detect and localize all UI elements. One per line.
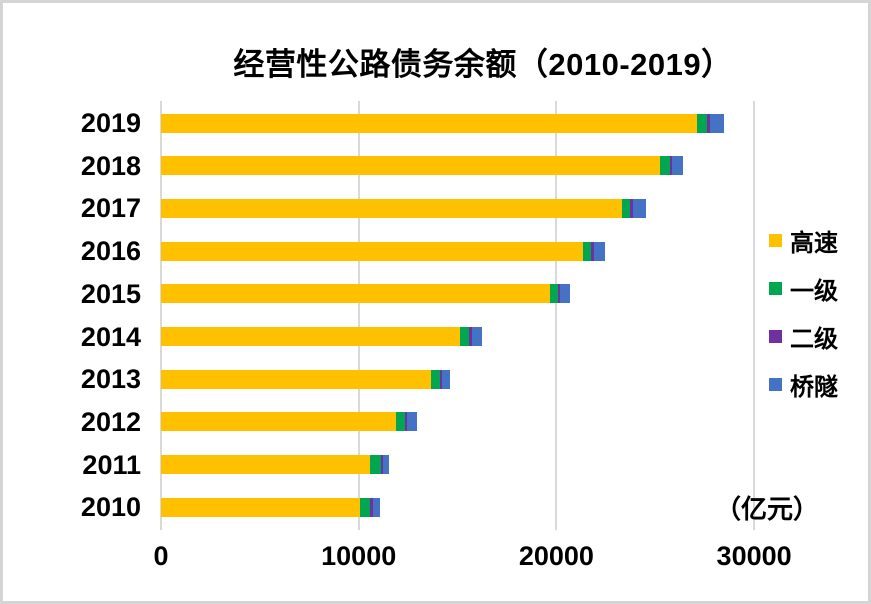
gridline-x-0 — [160, 101, 162, 523]
legend-item-桥隧: 桥隧 — [769, 370, 838, 401]
legend-swatch-icon — [769, 281, 782, 295]
bar-segment-高速 — [161, 412, 397, 432]
bar-row-2019 — [161, 113, 725, 133]
x-tick-mark — [753, 523, 756, 530]
bar-segment-高速 — [161, 113, 698, 133]
legend-item-二级: 二级 — [769, 322, 838, 353]
y-axis-label-2010: 2010 — [80, 492, 141, 523]
bar-segment-二级 — [707, 113, 710, 133]
bar-segment-二级 — [591, 241, 595, 261]
legend-swatch-icon — [769, 377, 782, 391]
bar-row-2010 — [161, 497, 381, 517]
legend-swatch-icon — [769, 329, 782, 343]
bar-segment-二级 — [404, 412, 408, 432]
axis-unit-label: （亿元） — [715, 494, 820, 524]
bar-row-2013 — [161, 369, 451, 389]
y-axis-label-2019: 2019 — [80, 108, 141, 138]
bar-segment-高速 — [161, 156, 661, 176]
legend-label: 一级 — [790, 277, 838, 305]
bar-row-2012 — [161, 412, 417, 432]
x-axis-tick-label: 10000 — [321, 541, 397, 571]
bar-segment-二级 — [670, 156, 673, 176]
bar-segment-二级 — [469, 327, 472, 346]
bar-segment-高速 — [161, 455, 370, 475]
bar-segment-一级 — [697, 113, 708, 133]
bar-row-2018 — [161, 156, 684, 176]
bar-row-2017 — [161, 198, 647, 218]
legend-label: 二级 — [790, 325, 838, 353]
bar-segment-高速 — [161, 497, 360, 517]
x-axis-tick-label: 20000 — [518, 541, 594, 571]
bar-row-2011 — [161, 455, 389, 475]
bar-segment-高速 — [161, 284, 550, 304]
chart-title: 经营性公路债务余额（2010-2019） — [233, 47, 733, 82]
bar-segment-二级 — [630, 198, 634, 218]
bar-segment-一级 — [583, 241, 592, 261]
bar-segment-桥隧 — [407, 412, 417, 432]
bar-segment-桥隧 — [672, 156, 684, 176]
bar-segment-二级 — [558, 284, 560, 304]
bar-segment-二级 — [440, 369, 443, 389]
bar-segment-桥隧 — [559, 284, 571, 304]
y-axis-label-2016: 2016 — [80, 236, 141, 267]
gridline-x-30000 — [753, 101, 756, 523]
bar-row-2015 — [161, 284, 571, 304]
bar-segment-二级 — [369, 497, 373, 517]
y-axis-label-2018: 2018 — [80, 150, 141, 181]
gridline-x-20000 — [555, 101, 558, 523]
bar-segment-一级 — [660, 156, 671, 176]
x-tick-mark — [160, 523, 162, 530]
bar-row-2014 — [161, 327, 483, 346]
bar-segment-一级 — [359, 497, 370, 517]
bar-segment-高速 — [161, 241, 584, 261]
x-axis-tick-label: 0 — [153, 541, 169, 571]
bar-segment-二级 — [380, 455, 383, 475]
plot-area — [160, 101, 821, 523]
legend-item-一级: 一级 — [769, 274, 838, 305]
bar-segment-桥隧 — [471, 327, 483, 346]
y-axis-label-2014: 2014 — [80, 321, 141, 352]
bar-segment-桥隧 — [442, 369, 451, 389]
bar-segment-一级 — [369, 455, 381, 475]
bar-segment-一级 — [460, 327, 469, 346]
x-axis-tick-label: 30000 — [716, 541, 792, 571]
legend-label: 桥隧 — [790, 373, 838, 401]
bar-segment-高速 — [161, 369, 432, 389]
bar-segment-桥隧 — [633, 198, 647, 218]
bar-segment-桥隧 — [382, 455, 389, 475]
bar-segment-桥隧 — [372, 497, 381, 517]
bar-segment-桥隧 — [709, 113, 725, 133]
legend-swatch-icon — [769, 233, 782, 247]
x-tick-mark — [357, 523, 360, 530]
bar-segment-一级 — [431, 369, 441, 389]
bar-segment-高速 — [161, 198, 623, 218]
bar-segment-桥隧 — [594, 241, 605, 261]
x-tick-mark — [555, 523, 558, 530]
bar-row-2016 — [161, 241, 605, 261]
bar-segment-一级 — [622, 198, 631, 218]
y-axis-label-2012: 2012 — [80, 406, 141, 437]
bar-segment-一级 — [549, 284, 559, 304]
legend-label: 高速 — [790, 229, 838, 257]
y-axis-label-2017: 2017 — [80, 193, 141, 224]
y-axis-label-2015: 2015 — [80, 278, 141, 309]
bar-segment-高速 — [161, 327, 461, 346]
gridline-x-10000 — [357, 101, 360, 523]
y-axis-label-2011: 2011 — [82, 449, 141, 480]
legend-item-高速: 高速 — [769, 226, 838, 257]
bar-segment-一级 — [396, 412, 405, 432]
y-axis-label-2013: 2013 — [80, 364, 141, 395]
